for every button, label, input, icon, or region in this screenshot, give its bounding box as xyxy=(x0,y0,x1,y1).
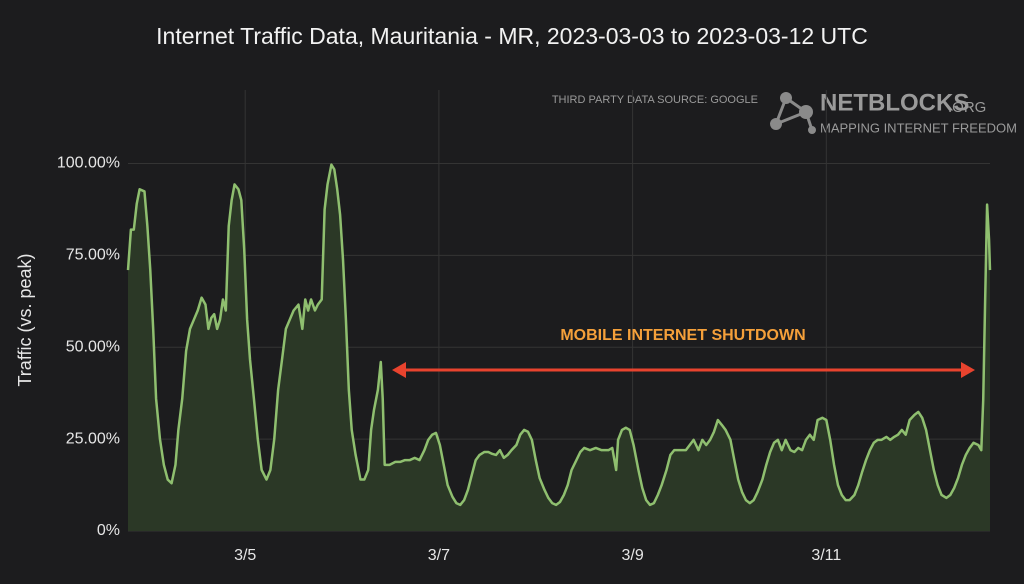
y-tick-label: 25.00% xyxy=(66,430,120,447)
logo xyxy=(770,92,816,134)
y-tick-label: 100.00% xyxy=(57,155,120,172)
logo-tagline: MAPPING INTERNET FREEDOM xyxy=(820,120,1017,135)
line xyxy=(126,163,992,507)
annotation: MOBILE INTERNET SHUTDOWN xyxy=(560,327,805,344)
arrow xyxy=(392,362,975,378)
y-tick-label: 0% xyxy=(97,522,120,539)
x-tick-label: 3/11 xyxy=(811,547,841,564)
y-axis-label: Traffic (vs. peak) xyxy=(15,253,35,386)
x-tick-label: 3/5 xyxy=(234,547,256,564)
x-tick-label: 3/7 xyxy=(428,547,450,564)
y-tick-label: 75.00% xyxy=(66,247,120,264)
area xyxy=(128,164,990,532)
chart-title: Internet Traffic Data, Mauritania - MR, … xyxy=(156,23,868,49)
source-note: THIRD PARTY DATA SOURCE: GOOGLE xyxy=(552,94,758,106)
logo-suffix: .ORG xyxy=(948,99,986,116)
x-tick-label: 3/9 xyxy=(621,547,643,564)
y-tick-label: 50.00% xyxy=(66,338,120,355)
logo-name: NETBLOCKS xyxy=(820,89,969,116)
